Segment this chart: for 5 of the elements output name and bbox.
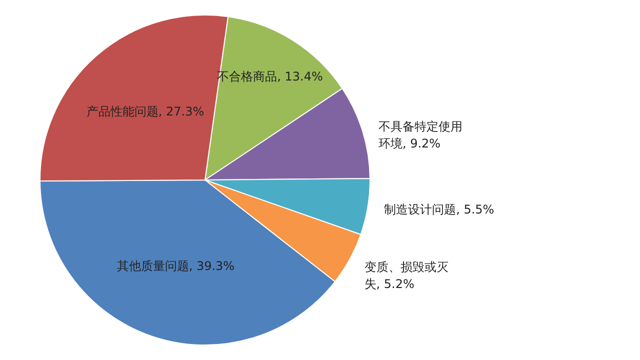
slice-label: 不具备特定使用环境, 9.2%	[378, 120, 462, 151]
slice-label: 其他质量问题, 39.3%	[116, 258, 235, 273]
slice-label: 产品性能问题, 27.3%	[86, 104, 204, 119]
slice-label: 制造设计问题, 5.5%	[384, 202, 494, 217]
slice-label: 变质、损毁或灭失, 5.2%	[364, 260, 448, 292]
